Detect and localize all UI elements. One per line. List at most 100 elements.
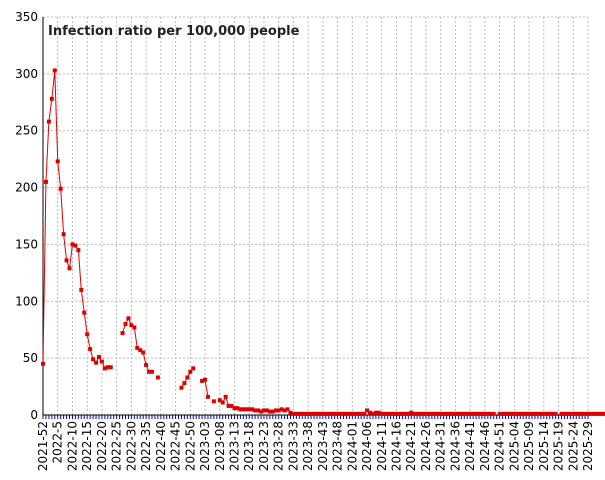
data-point — [147, 369, 152, 374]
data-point — [415, 411, 420, 416]
data-point — [191, 366, 196, 371]
series-segment — [42, 181, 47, 364]
data-point — [179, 385, 184, 390]
y-tick-label: 150 — [15, 237, 38, 251]
x-tick-label: 2024-01 — [345, 421, 359, 471]
data-point — [132, 325, 137, 330]
data-point — [285, 407, 290, 412]
y-tick-label: 350 — [15, 10, 38, 24]
data-point — [553, 411, 558, 416]
data-point — [403, 411, 408, 416]
series-segment — [86, 334, 91, 350]
data-point — [229, 403, 234, 408]
x-tick-label: 2025-14 — [537, 421, 551, 471]
x-tick-label: 2022-15 — [80, 421, 94, 471]
x-tick-label: 2023-33 — [286, 421, 300, 471]
x-tick-label: 2023-08 — [213, 421, 227, 471]
x-tick-label: 2022-20 — [95, 421, 109, 471]
x-tick-label: 2025-29 — [581, 421, 595, 471]
data-point — [423, 411, 428, 416]
data-point — [320, 411, 325, 416]
x-tick-label: 2025-19 — [552, 421, 566, 471]
x-tick-label: 2022-10 — [65, 421, 79, 471]
y-tick-label: 0 — [30, 408, 38, 422]
x-tick-label: 2024-31 — [434, 421, 448, 471]
data-point — [591, 411, 596, 416]
data-point — [126, 316, 131, 321]
data-point — [532, 411, 537, 416]
data-point — [456, 411, 461, 416]
data-point — [524, 411, 529, 416]
data-point — [471, 411, 476, 416]
data-point — [521, 411, 526, 416]
data-point — [205, 394, 210, 399]
x-tick-label: 2025-24 — [566, 421, 580, 471]
series-segment — [142, 352, 147, 366]
data-point — [509, 411, 514, 416]
data-point — [223, 394, 228, 399]
x-tick-label: 2022-50 — [183, 421, 197, 471]
series-segment — [69, 244, 73, 269]
data-point — [99, 359, 104, 364]
data-point — [468, 411, 473, 416]
series-segment — [204, 379, 209, 397]
series-segment — [83, 312, 88, 335]
data-point — [235, 406, 240, 411]
x-tick-label: 2023-43 — [316, 421, 330, 471]
data-point — [49, 96, 54, 101]
x-tick-label: 2022-30 — [124, 421, 138, 471]
data-point — [188, 369, 193, 374]
data-point — [603, 411, 605, 416]
data-point — [96, 355, 101, 360]
data-point — [491, 411, 496, 416]
data-point — [550, 411, 555, 416]
x-tick-label: 2023-28 — [272, 421, 286, 471]
data-point — [203, 377, 208, 382]
data-point — [247, 407, 252, 412]
series-line — [41, 68, 605, 416]
series-segment — [133, 327, 138, 348]
data-point — [314, 411, 319, 416]
chart-title: Infection ratio per 100,000 people — [48, 24, 300, 39]
x-tick-label: 2023-23 — [257, 421, 271, 471]
data-point — [515, 411, 520, 416]
data-point — [211, 399, 216, 404]
data-point — [559, 411, 564, 416]
data-point — [256, 408, 261, 413]
data-point — [479, 411, 484, 416]
data-point — [261, 408, 266, 413]
data-point — [232, 406, 237, 411]
data-point — [241, 407, 246, 412]
data-point — [267, 409, 272, 414]
data-point — [135, 345, 140, 350]
data-point — [450, 411, 455, 416]
data-point — [597, 411, 602, 416]
data-point — [52, 68, 57, 73]
data-point — [102, 366, 107, 371]
data-point — [444, 411, 449, 416]
data-point — [279, 407, 284, 412]
data-point — [58, 186, 63, 191]
x-tick-label: 2023-03 — [198, 421, 212, 471]
data-point — [347, 411, 352, 416]
data-point — [306, 411, 311, 416]
data-point — [412, 411, 417, 416]
data-point — [259, 409, 263, 414]
data-point — [474, 411, 479, 416]
data-point — [303, 411, 308, 416]
data-point — [88, 347, 93, 352]
data-point — [535, 411, 540, 416]
data-point — [253, 408, 258, 413]
data-point — [353, 411, 358, 416]
y-axis: 0 50 100 150 200 250 300 350 — [15, 10, 44, 422]
series-segment — [60, 188, 65, 235]
data-point — [465, 411, 470, 416]
series-segment — [54, 70, 59, 162]
x-tick-label: 2021-52 — [36, 421, 50, 471]
data-point — [329, 411, 334, 416]
x-tick-label: 2024-06 — [360, 421, 374, 471]
data-point — [435, 411, 440, 416]
data-point — [500, 411, 505, 416]
data-point — [541, 411, 546, 416]
